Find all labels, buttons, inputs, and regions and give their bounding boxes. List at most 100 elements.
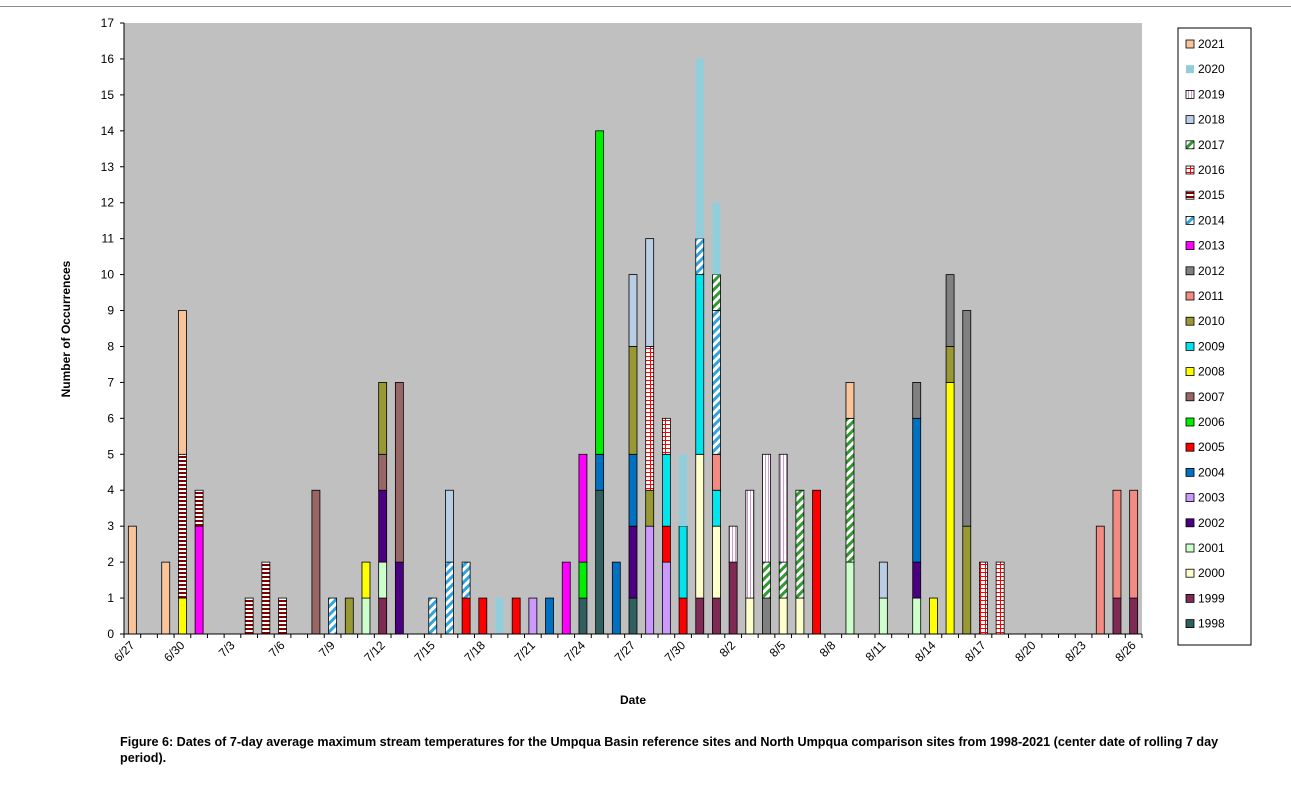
legend-swatch-2006	[1185, 417, 1195, 427]
bar-segment-8-1-2020	[712, 202, 721, 275]
y-tick-label: 13	[101, 160, 115, 174]
y-tick-label: 12	[101, 196, 115, 210]
bar-segment-8-6-2000	[795, 597, 805, 635]
legend-label-2007: 2007	[1198, 390, 1225, 404]
bar-segment-8-17-2016	[979, 561, 988, 635]
bar-segment-8-6-2017	[795, 489, 805, 599]
bar-segment-7-9-2014	[328, 597, 338, 635]
y-tick-label: 17	[101, 16, 115, 30]
bar-segment-7-12-2002	[378, 489, 388, 563]
top-rule	[0, 6, 1291, 7]
legend-swatch-2007	[1185, 392, 1195, 402]
bar-segment-6-29-2021	[161, 561, 171, 635]
legend-label-2010: 2010	[1198, 314, 1225, 328]
bar-segment-7-27-2004	[628, 453, 638, 527]
bar-segment-7-5-2015	[261, 561, 271, 635]
bar-segment-6-30-2021	[178, 310, 187, 455]
legend-label-2014: 2014	[1198, 213, 1225, 227]
legend-label-2016: 2016	[1198, 163, 1225, 177]
bar-segment-8-13-2004	[912, 417, 922, 563]
bar-segment-6-30-2015	[178, 453, 187, 599]
legend-label-2004: 2004	[1198, 465, 1225, 479]
bar-segment-7-29-2016	[661, 417, 671, 455]
bar-segment-8-1-2000	[712, 525, 721, 599]
bar-segment-7-24-2013	[578, 453, 588, 563]
bar-segment-7-31-2009	[695, 274, 705, 455]
bar-segment-7-28-2016	[645, 346, 655, 491]
bar-segment-8-2-2019	[728, 525, 738, 563]
legend-label-2012: 2012	[1198, 264, 1225, 278]
bar-segment-7-1-2013	[194, 525, 204, 635]
legend-swatch-2000	[1185, 568, 1195, 578]
bars-layer	[127, 58, 1139, 635]
bar-segment-8-3-2000	[745, 597, 755, 635]
legend-swatch-2020	[1186, 65, 1194, 74]
bar-segment-7-1-2015	[194, 489, 204, 527]
bar-segment-7-31-1999	[695, 597, 705, 635]
x-tick-label: 7/6	[266, 638, 288, 660]
y-tick-label: 7	[107, 375, 114, 389]
x-tick-label: 8/2	[717, 638, 739, 660]
legend-label-2017: 2017	[1198, 138, 1225, 152]
bar-segment-8-14-2008	[928, 597, 938, 635]
bar-segment-8-26-2011	[1129, 489, 1139, 599]
legend-label-2002: 2002	[1198, 516, 1225, 530]
legend-label-2011: 2011	[1198, 289, 1224, 303]
y-tick-label: 15	[101, 88, 115, 102]
x-tick-label: 8/23	[1062, 638, 1089, 665]
bar-segment-8-4-2012	[762, 597, 771, 635]
bar-segment-7-31-2014	[695, 238, 705, 275]
legend-swatch-2016	[1185, 165, 1195, 175]
bar-segment-6-27-2021	[127, 525, 137, 635]
bar-segment-7-29-2003	[661, 561, 671, 635]
bar-segment-8-26-1999	[1129, 597, 1139, 635]
bar-segment-7-29-2009	[661, 453, 671, 527]
bar-segment-7-16-2014	[445, 561, 454, 635]
bar-segment-7-6-2015	[278, 597, 287, 635]
bar-segment-7-12-2007	[378, 453, 388, 491]
bar-segment-8-2-1999	[728, 561, 738, 635]
x-tick-label: 7/24	[562, 638, 589, 665]
x-tick-label: 7/27	[612, 638, 639, 665]
bar-segment-8-11-2001	[878, 597, 888, 635]
y-tick-label: 0	[107, 627, 114, 641]
y-tick-label: 3	[107, 519, 114, 533]
x-axis-title: Date	[620, 693, 646, 707]
bar-segment-8-1-2014	[712, 310, 721, 455]
bar-segment-8-1-1999	[712, 597, 721, 635]
x-tick-label: 7/3	[216, 638, 238, 660]
legend-swatch-2019	[1185, 90, 1195, 99]
bar-segment-7-17-2014	[461, 561, 471, 599]
bar-segment-7-27-2010	[628, 346, 638, 455]
bar-segment-7-24-1998	[578, 597, 588, 635]
legend-swatch-2014	[1185, 215, 1195, 225]
bar-segment-7-27-2002	[628, 525, 638, 599]
legend-swatch-2002	[1185, 518, 1195, 528]
bar-segment-7-22-2004	[545, 597, 554, 635]
bar-segment-8-18-2016	[995, 561, 1005, 635]
bar-segment-8-25-1999	[1112, 597, 1122, 635]
bar-segment-8-1-2017	[712, 274, 721, 311]
bar-segment-7-25-2006	[595, 130, 605, 455]
legend-swatch-2005	[1185, 442, 1195, 452]
y-tick-label: 4	[107, 483, 114, 497]
bar-segment-8-1-2011	[712, 453, 721, 491]
bar-segment-7-25-1998	[595, 489, 605, 635]
bar-segment-7-27-1998	[628, 597, 638, 635]
legend-swatch-1998	[1185, 619, 1195, 628]
legend-swatch-2012	[1185, 266, 1195, 276]
legend-swatch-2010	[1185, 316, 1195, 326]
legend-swatch-2009	[1185, 341, 1195, 351]
bar-segment-7-15-2014	[428, 597, 438, 635]
legend-label-2020: 2020	[1198, 62, 1225, 76]
bar-segment-7-30-2020	[679, 454, 688, 527]
y-tick-label: 16	[101, 52, 115, 66]
x-tick-label: 8/5	[767, 638, 789, 660]
bar-segment-8-9-2017	[845, 417, 855, 563]
bar-segment-7-11-2008	[361, 561, 371, 599]
bar-segment-7-27-2018	[628, 274, 638, 347]
bar-segment-7-11-2001	[361, 597, 371, 635]
legend-label-2019: 2019	[1198, 87, 1225, 101]
legend-swatch-2013	[1185, 241, 1195, 251]
x-tick-label: 8/14	[912, 638, 939, 665]
